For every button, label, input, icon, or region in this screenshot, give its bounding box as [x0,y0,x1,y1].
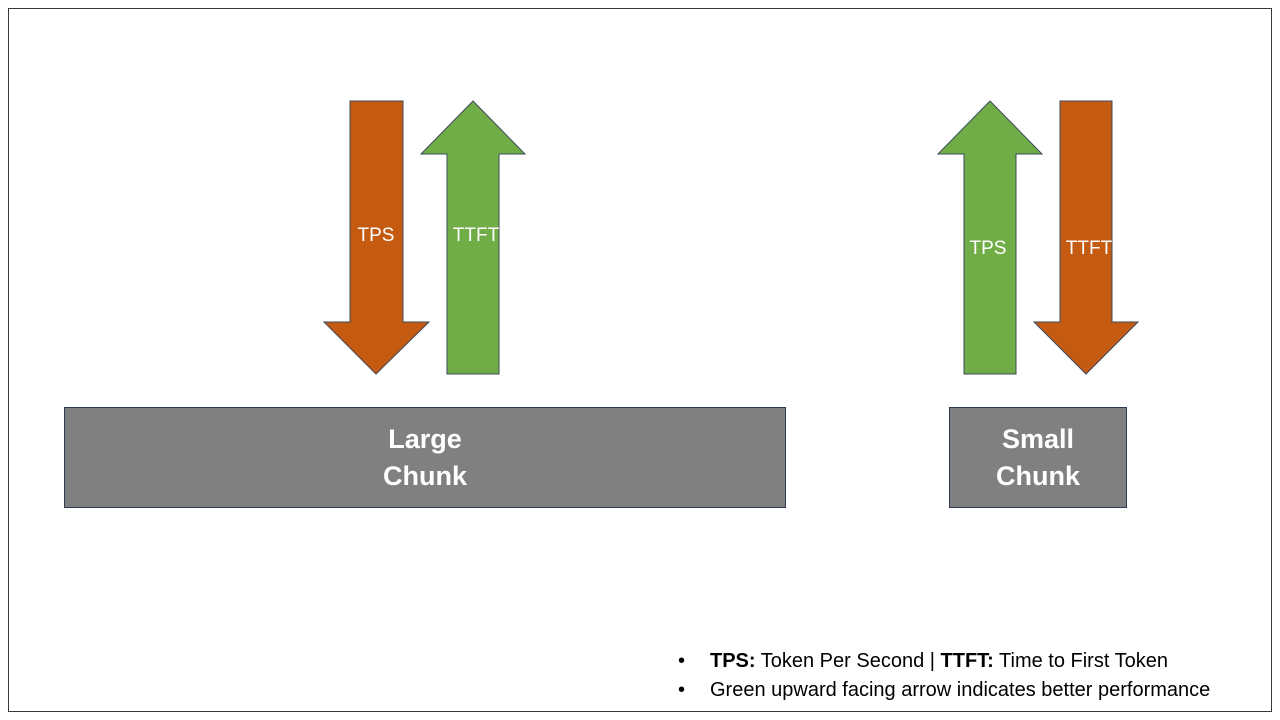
down-arrow-shape [1032,100,1140,375]
note-performance-text: Green upward facing arrow indicates bett… [710,679,1211,701]
small-chunk-line2: Chunk [996,460,1080,491]
large-chunk-box: Large Chunk [64,407,786,508]
down-arrow-shape [322,100,431,375]
up-arrow-shape [936,100,1044,375]
note-performance: • Green upward facing arrow indicates be… [676,679,1272,708]
slide-frame [8,8,1272,712]
small-tps-up-arrow: TPS [936,100,1044,375]
up-arrow-shape [419,100,527,375]
large-ttft-label: TTFT [453,225,500,246]
small-ttft-down-arrow: TTFT [1032,100,1140,375]
note-definitions: • TPS: Token Per Second | TTFT: Time to … [676,650,1272,679]
small-chunk-box: Small Chunk [949,407,1127,508]
legend-notes: • TPS: Token Per Second | TTFT: Time to … [676,650,1272,708]
bullet-icon: • [678,679,686,701]
large-chunk-line2: Chunk [383,460,467,491]
tps-definition: Token Per Second | [755,650,941,672]
ttft-definition: Time to First Token [993,650,1168,672]
note-definitions-text: TPS: Token Per Second | TTFT: Time to Fi… [710,650,1168,673]
large-tps-down-arrow: TPS [322,100,431,375]
small-chunk-line1: Small [1001,423,1075,454]
tps-term: TPS: [710,650,756,672]
large-chunk-line1: Large [388,423,462,454]
large-tps-label: TPS [358,225,395,246]
bullet-icon: • [678,650,686,672]
small-tps-label: TPS [970,238,1007,259]
small-ttft-label: TTFT [1066,238,1113,259]
large-ttft-up-arrow: TTFT [419,100,527,375]
ttft-term: TTFT: [940,650,994,672]
